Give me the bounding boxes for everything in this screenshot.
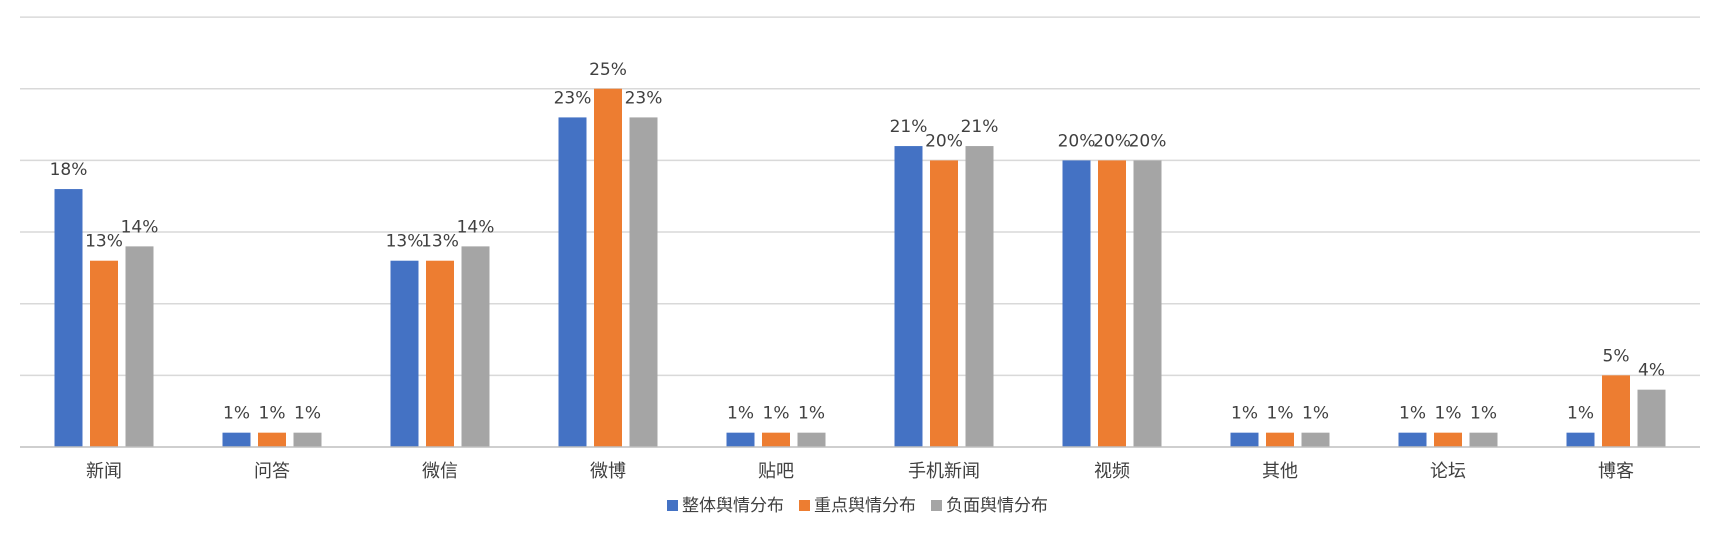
x-axis: 新闻 问答 微信 微博 贴吧 手机新闻 视频 其他 论坛 博客 [20,446,1700,482]
bar [797,432,826,447]
data-label: 14% [121,217,159,237]
data-label: 1% [1302,404,1329,424]
bars [54,88,1666,447]
x-tick-label: 博客 [1598,461,1634,482]
bar [258,432,286,447]
bar [461,246,490,447]
bar [1398,432,1427,447]
x-tick-label: 微信 [422,461,458,482]
bar [54,189,83,447]
data-label: 5% [1603,346,1630,366]
x-tick-label: 新闻 [86,461,122,482]
bar [594,88,622,447]
legend: 整体舆情分布 重点舆情分布 负面舆情分布 [667,496,1048,516]
bar [426,260,454,447]
bar [894,146,923,447]
data-label: 1% [1399,404,1426,424]
data-label: 21% [961,117,999,137]
x-tick-label: 手机新闻 [908,461,980,482]
legend-label: 重点舆情分布 [814,496,916,516]
data-label: 20% [1129,131,1167,151]
bar [930,160,958,447]
bar [1062,160,1091,447]
data-label: 13% [421,232,459,252]
bar [1098,160,1126,447]
bar [558,117,587,447]
data-label: 23% [625,88,663,108]
data-label: 13% [386,232,424,252]
bar [90,260,118,447]
x-tick-label: 视频 [1094,461,1130,482]
data-label: 1% [798,404,825,424]
bar [1469,432,1498,447]
bar [1133,160,1162,447]
data-label: 1% [763,404,790,424]
legend-label: 整体舆情分布 [682,496,784,516]
bar [965,146,994,447]
data-label: 1% [294,404,321,424]
bar [222,432,251,447]
x-tick-label: 论坛 [1430,461,1466,482]
data-label: 20% [1058,131,1096,151]
x-tick-label: 贴吧 [758,461,794,482]
bar [629,117,658,447]
bar [1602,375,1630,447]
legend-label: 负面舆情分布 [946,496,1048,516]
gridlines [20,16,1700,377]
data-label: 21% [890,117,928,137]
x-tick-label: 其他 [1262,461,1298,482]
data-label: 1% [1435,404,1462,424]
data-label: 1% [1267,404,1294,424]
bar [1434,432,1462,447]
bar [293,432,322,447]
data-labels: 18%13%14%1% 1% 1%13%13%14%23%25%23%1% 1% 1%2… [50,60,1665,424]
data-label: 13% [85,232,123,252]
legend-swatch [931,500,942,511]
data-label: 1% [259,404,286,424]
data-label: 20% [925,131,963,151]
bar [1230,432,1259,447]
data-label: 1% [1470,404,1497,424]
data-label: 25% [589,60,627,80]
data-label: 1% [1231,404,1258,424]
data-label: 1% [1567,404,1594,424]
legend-swatch [799,500,810,511]
data-label: 18% [50,160,88,180]
data-label: 1% [727,404,754,424]
data-label: 20% [1093,131,1131,151]
x-tick-label: 问答 [254,461,290,482]
bar [1637,389,1666,447]
data-label: 1% [223,404,250,424]
bar [726,432,755,447]
x-tick-label: 微博 [590,461,626,482]
data-label: 14% [457,217,495,237]
data-label: 4% [1638,361,1665,381]
data-label: 23% [554,88,592,108]
bar [1566,432,1595,447]
bar [125,246,154,447]
bar [390,260,419,447]
bar [762,432,790,447]
legend-swatch [667,500,678,511]
bar [1301,432,1330,447]
bar [1266,432,1294,447]
